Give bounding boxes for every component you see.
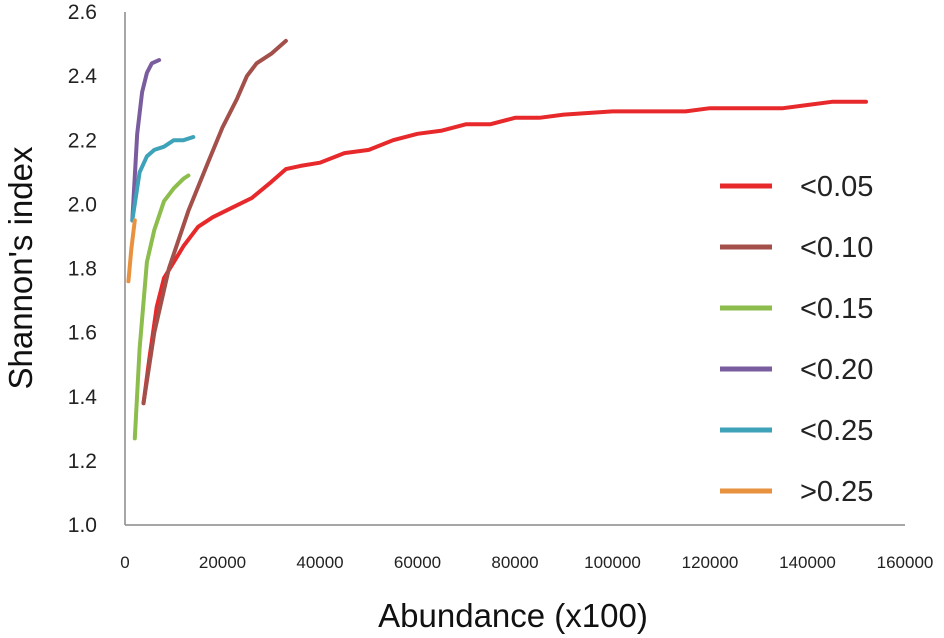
legend-label: <0.20 <box>800 354 873 386</box>
x-tick-label: 80000 <box>491 553 538 572</box>
legend-label: >0.25 <box>800 476 873 508</box>
legend-label: <0.05 <box>800 171 873 203</box>
series-line-4 <box>130 58 162 223</box>
x-tick-label: 40000 <box>296 553 343 572</box>
y-tick-label: 1.8 <box>68 258 97 281</box>
y-tick-label: 2.4 <box>68 65 98 88</box>
legend-label: <0.15 <box>800 293 873 325</box>
legend: <0.05 <0.10 <0.15 <0.20 <0.25 >0.25 <box>720 171 873 508</box>
x-tick-label: 140000 <box>779 553 836 572</box>
x-tick-label: 160000 <box>877 553 934 572</box>
y-axis-title: Shannon's index <box>2 146 39 389</box>
y-tick-label: 1.4 <box>68 386 98 409</box>
series-lines <box>126 38 868 441</box>
x-tick-label: 100000 <box>584 553 641 572</box>
legend-item: <0.15 <box>720 293 873 325</box>
axes: 1.0 1.2 1.4 1.6 1.8 2.0 2.2 2.4 2.6 0 20000 40000 6… <box>68 1 934 572</box>
y-tick-labels: 1.0 1.2 1.4 1.6 1.8 2.0 2.2 2.4 2.6 <box>68 1 98 537</box>
x-tick-label: 60000 <box>394 553 441 572</box>
x-tick-labels: 0 20000 40000 60000 80000 100000 120000 140000 1… <box>120 553 933 572</box>
y-tick-label: 1.6 <box>68 322 97 345</box>
series-line-1 <box>141 99 868 406</box>
x-tick-label: 20000 <box>199 553 246 572</box>
x-tick-label: 0 <box>120 553 129 572</box>
series-line-3 <box>132 173 191 441</box>
legend-label: <0.25 <box>800 415 873 447</box>
y-tick-label: 2.2 <box>68 129 97 152</box>
y-tick-label: 1.2 <box>68 450 97 473</box>
series-line-6 <box>126 218 137 284</box>
legend-item: <0.20 <box>720 354 873 386</box>
legend-item: <0.05 <box>720 171 873 203</box>
x-tick-label: 120000 <box>682 553 739 572</box>
y-tick-label: 1.0 <box>68 514 97 537</box>
y-tick-label: 2.6 <box>68 1 97 24</box>
series-line-5 <box>130 135 196 223</box>
series-line-2 <box>141 38 288 406</box>
y-tick-label: 2.0 <box>68 193 97 216</box>
legend-label: <0.10 <box>800 232 873 264</box>
legend-item: <0.10 <box>720 232 873 264</box>
legend-item: >0.25 <box>720 476 873 508</box>
x-axis-title: Abundance (x100) <box>378 597 648 634</box>
legend-item: <0.25 <box>720 415 873 447</box>
